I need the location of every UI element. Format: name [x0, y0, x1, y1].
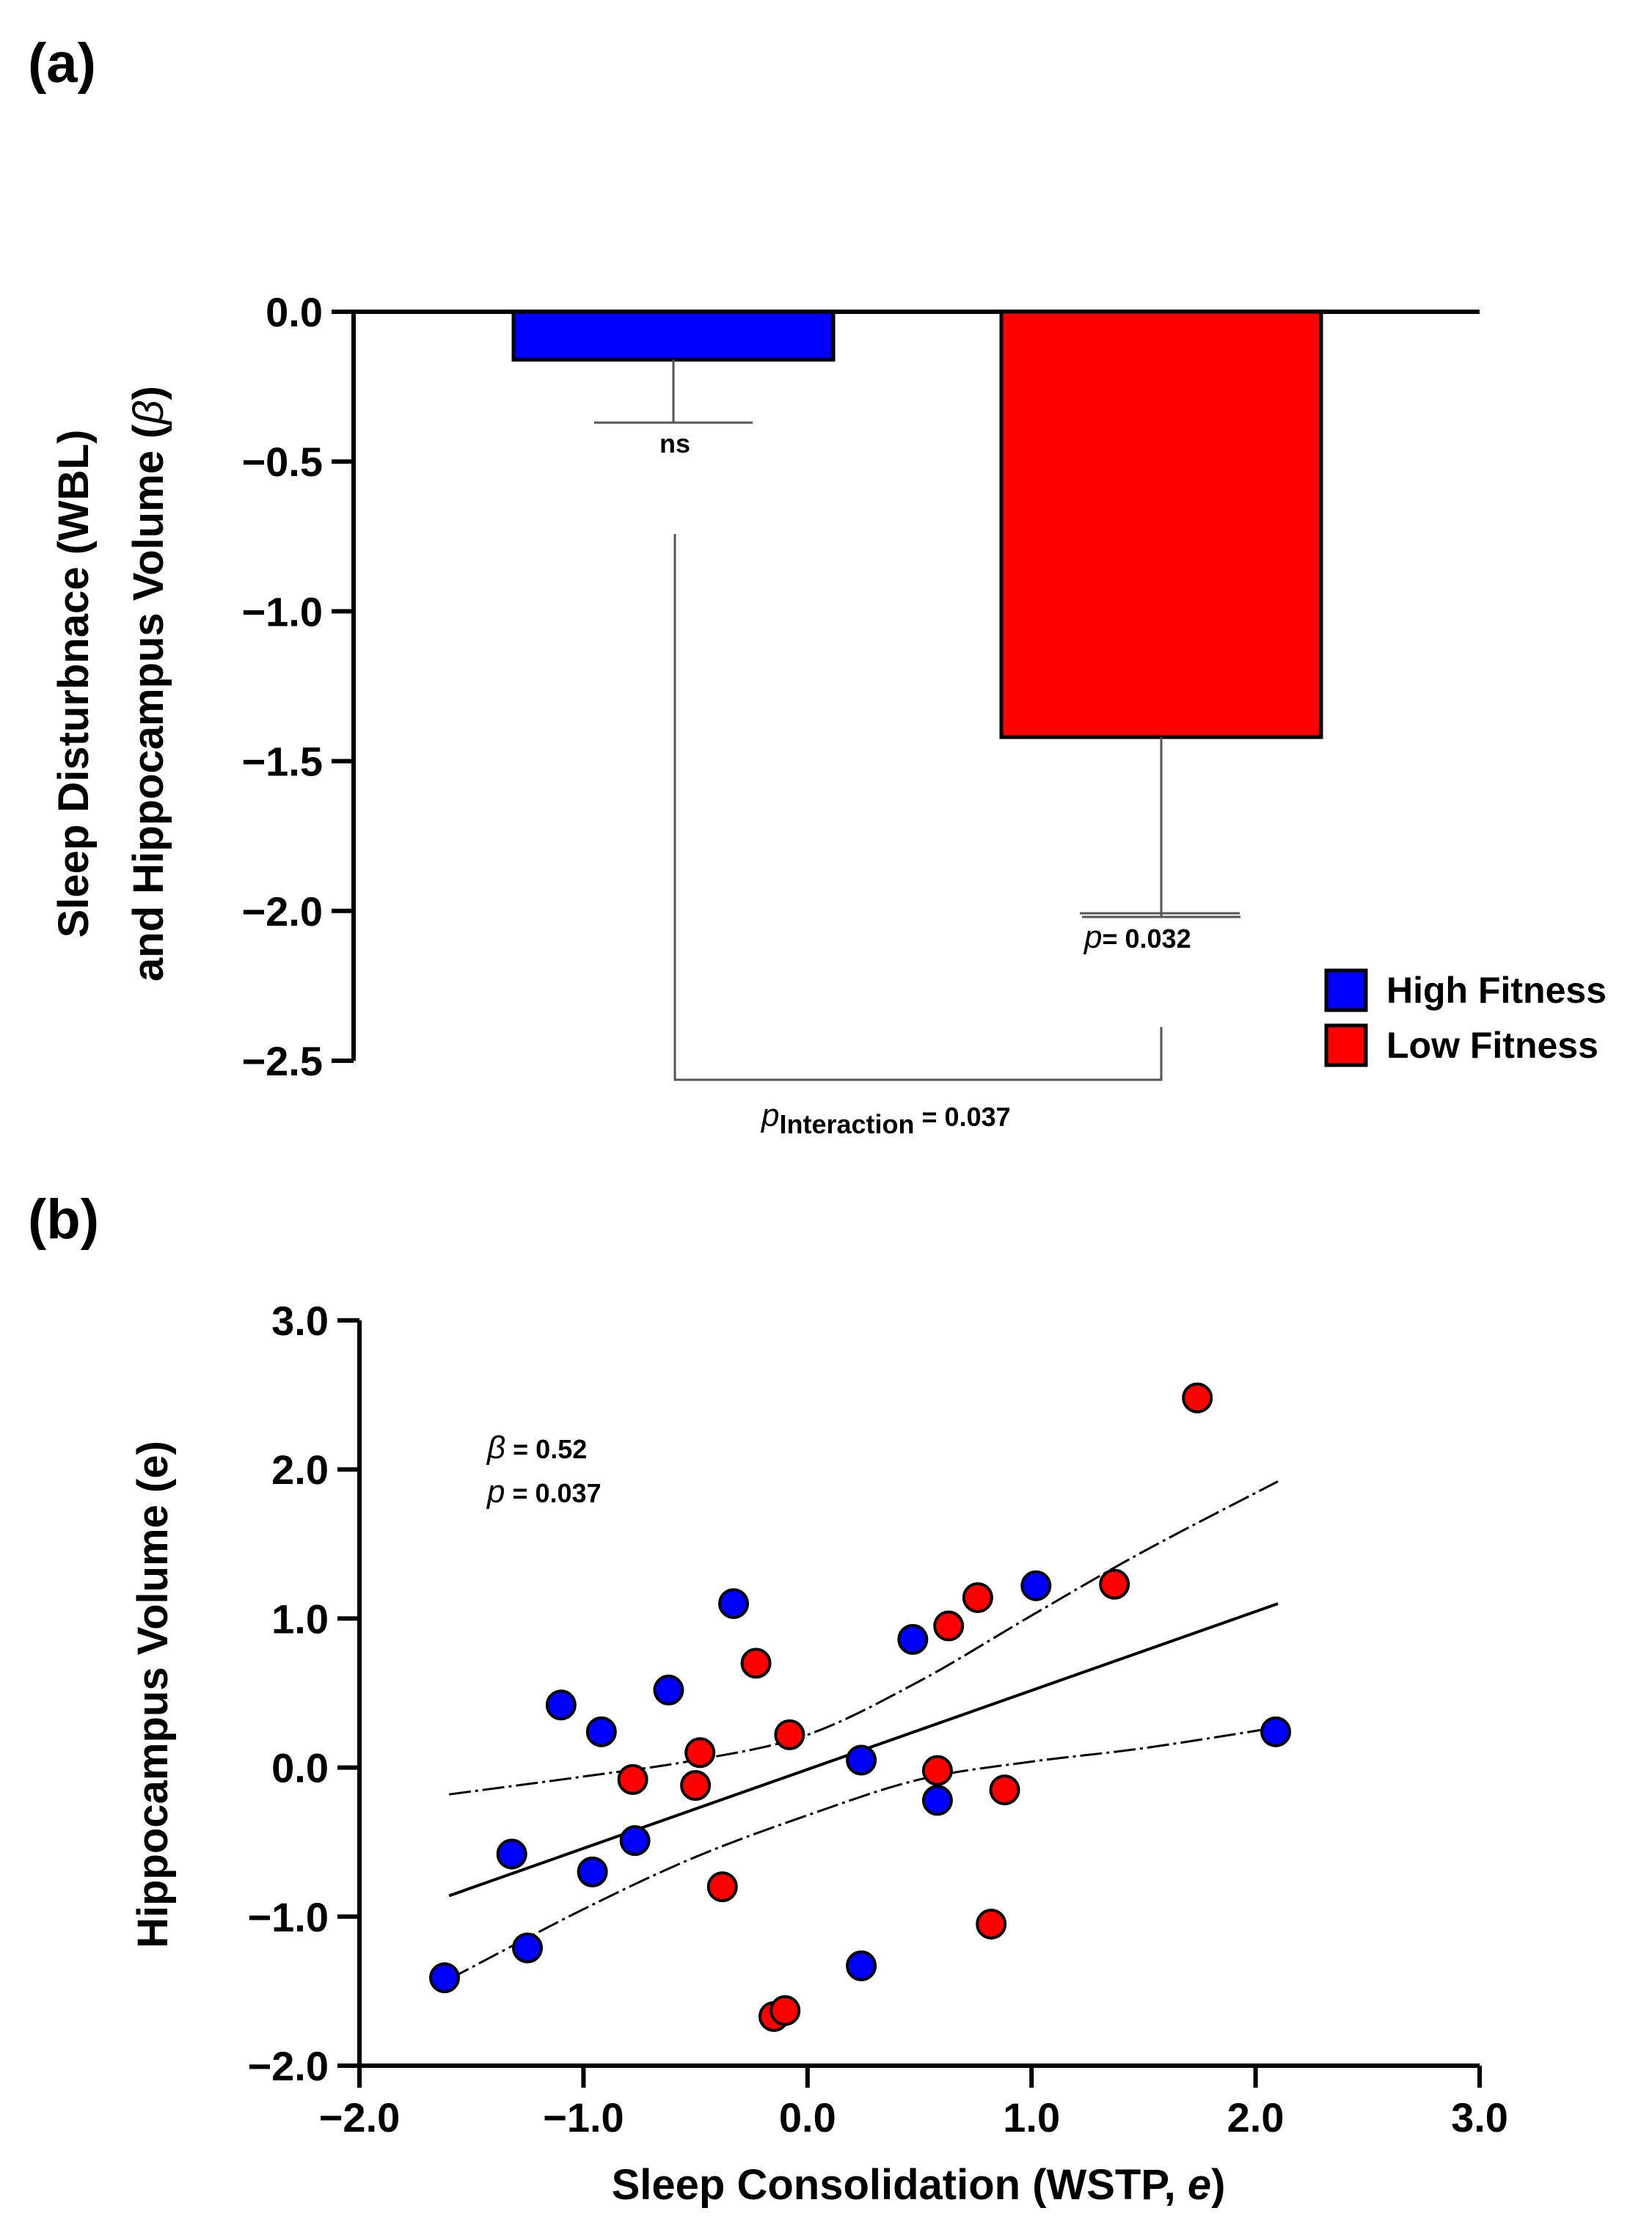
legend-label-high-fitness: High Fitness — [1386, 970, 1607, 1011]
point-low-fitness — [617, 1763, 648, 1795]
point-high-fitness — [496, 1838, 527, 1870]
panel-a-legend: High Fitness Low Fitness — [1324, 968, 1607, 1067]
point-high-fitness — [512, 1932, 544, 1964]
legend-item-low-fitness: Low Fitness — [1324, 1023, 1598, 1067]
panel-a-y-ticks: 0.0 −0.5 −1.0 −1.5 −2.0 −2.5 — [241, 289, 354, 1084]
panel-a-label: (a) — [28, 32, 96, 95]
point-low-fitness — [933, 1610, 965, 1642]
point-high-fitness — [429, 1962, 461, 1994]
point-high-fitness — [846, 1744, 877, 1776]
confidence-band-upper — [448, 1480, 1279, 1796]
point-low-fitness — [740, 1648, 772, 1679]
legend-label-low-fitness: Low Fitness — [1386, 1025, 1598, 1066]
point-high-fitness — [577, 1856, 608, 1887]
panel-a-y-tick-label: −2.5 — [241, 1038, 323, 1084]
legend-swatch-high-fitness — [1324, 968, 1368, 1012]
confidence-band-lower — [448, 1726, 1279, 1981]
point-high-fitness — [897, 1623, 929, 1655]
point-low-fitness — [680, 1769, 712, 1801]
interaction-p-label: pInteraction = 0.037 — [760, 1097, 1011, 1139]
panel-b-y-tick-label: 2.0 — [271, 1447, 329, 1493]
point-high-fitness — [718, 1588, 750, 1620]
panel-b-x-tick-label: 0.0 — [779, 2094, 836, 2141]
point-high-fitness — [653, 1674, 684, 1706]
panel-a-bars — [511, 310, 1323, 918]
legend-item-high-fitness: High Fitness — [1324, 968, 1607, 1012]
bar-high-fitness — [511, 310, 836, 362]
point-high-fitness — [585, 1716, 617, 1747]
interaction-bracket — [673, 534, 1163, 1081]
point-low-fitness — [1099, 1568, 1130, 1600]
panel-b-regression-lines — [448, 1480, 1279, 1981]
panel-b-points — [429, 1382, 1292, 2032]
panel-b-y-ticks: 3.0 2.0 1.0 0.0 −1.0 −2.0 — [247, 1298, 359, 2089]
panel-b-label: (b) — [28, 1188, 99, 1251]
panel-b-scatter-plot: (b) 3.0 2.0 1.0 0.0 −1.0 −2.0 −2.0 −1.0 0.0 1.0 2… — [28, 1188, 1508, 2209]
point-low-fitness — [976, 1908, 1007, 1940]
point-high-fitness — [846, 1950, 877, 1981]
point-low-fitness — [684, 1737, 716, 1769]
panel-b-x-tick-label: −2.0 — [319, 2094, 401, 2141]
beta-annotation: β = 0.52 — [486, 1430, 587, 1466]
panel-b-x-tick-label: 1.0 — [1003, 2094, 1060, 2141]
panel-a-y-tick-label: −1.5 — [241, 739, 323, 785]
point-low-fitness — [1182, 1382, 1213, 1414]
point-low-fitness — [774, 1719, 805, 1750]
panel-b-y-tick-label: −2.0 — [247, 2043, 329, 2089]
bar-low-fitness — [999, 310, 1323, 739]
bar-annotation-high-fitness: ns — [659, 428, 690, 458]
point-low-fitness — [706, 1871, 738, 1903]
panel-a-y-tick-label: 0.0 — [266, 289, 323, 335]
panel-b-x-axis-title: Sleep Consolidation (WSTP, e) — [612, 2161, 1226, 2209]
panel-a-y-axis-title-line1: Sleep Disturbnace (WBL) — [50, 430, 98, 938]
p-value-annotation: p = 0.037 — [486, 1474, 602, 1510]
panel-b-y-tick-label: −1.0 — [247, 1894, 329, 1940]
legend-swatch-low-fitness — [1324, 1023, 1368, 1067]
panel-a-y-tick-label: −1.0 — [241, 588, 323, 635]
panel-b-y-tick-label: 3.0 — [271, 1298, 329, 1344]
point-low-fitness — [962, 1582, 993, 1613]
point-low-fitness — [989, 1774, 1020, 1806]
point-low-fitness — [921, 1755, 953, 1786]
panel-b-x-ticks: −2.0 −1.0 0.0 1.0 2.0 3.0 — [319, 2066, 1508, 2141]
panel-b-x-tick-label: 2.0 — [1227, 2094, 1284, 2141]
panel-a-y-tick-label: −2.0 — [241, 888, 323, 935]
panel-a-bar-chart: (a) 0.0 −0.5 −1.0 −1.5 −2.0 −2.5 Sleep Distur… — [28, 32, 1607, 1139]
point-high-fitness — [1260, 1716, 1292, 1747]
bar-annotation-low-fitness: p= 0.032 — [1083, 919, 1191, 955]
panel-a-y-axis-title-line2: and Hippocampus Volume (β) — [125, 386, 172, 981]
panel-a-y-tick-label: −0.5 — [241, 439, 323, 485]
panel-b-y-axis-title: Hippocampus Volume (e) — [129, 1441, 177, 1948]
panel-b-y-tick-label: 0.0 — [271, 1745, 329, 1791]
point-high-fitness — [1020, 1570, 1052, 1601]
panel-b-x-tick-label: 3.0 — [1451, 2094, 1508, 2141]
point-high-fitness — [545, 1689, 577, 1721]
panel-b-y-tick-label: 1.0 — [271, 1595, 329, 1642]
panel-b-x-tick-label: −1.0 — [543, 2094, 624, 2141]
point-high-fitness — [921, 1785, 953, 1816]
point-high-fitness — [619, 1825, 651, 1857]
point-low-fitness — [770, 1995, 801, 2026]
